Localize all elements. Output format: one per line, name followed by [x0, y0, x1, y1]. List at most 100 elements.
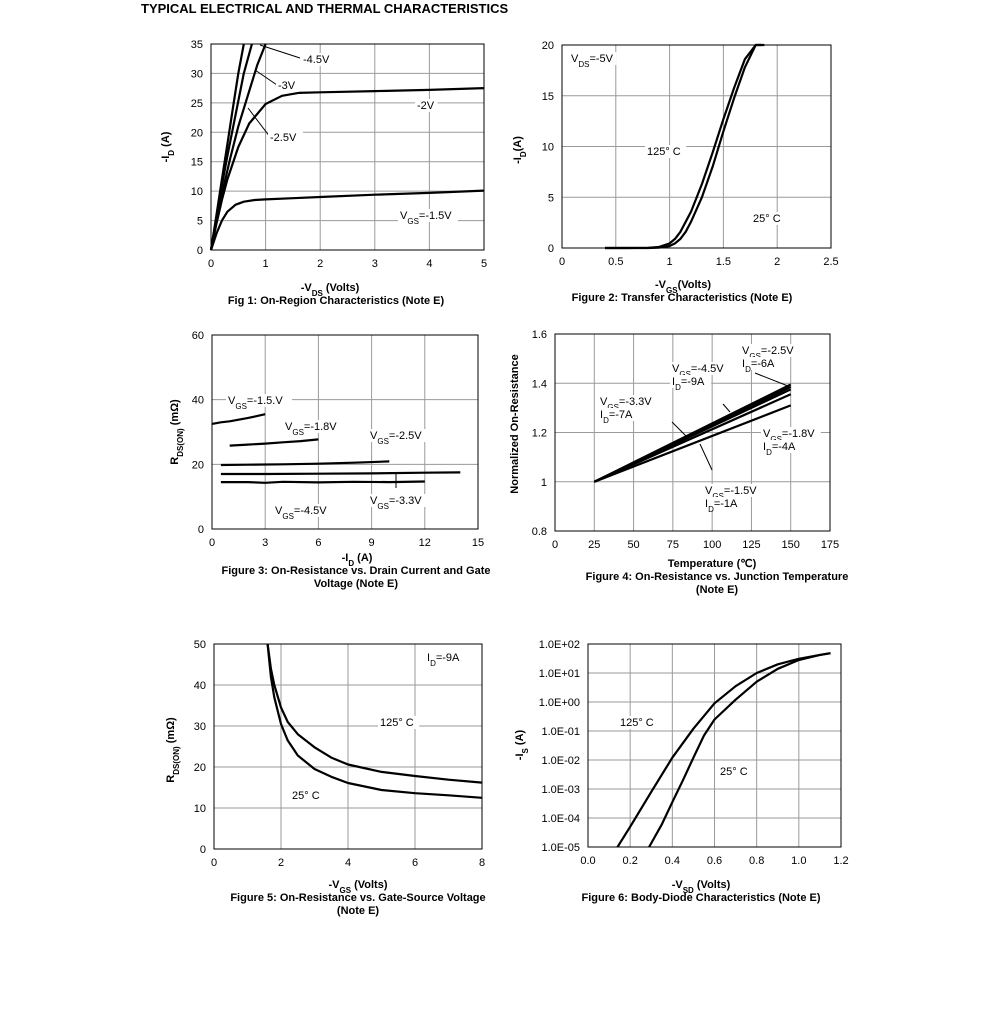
series-label: VGS=-1.8V [763, 428, 815, 444]
y-tick-label: 20 [192, 459, 204, 471]
series-label: VGS=-4.5V [672, 363, 724, 379]
series-label: VGS=-3.3V [370, 495, 422, 511]
y-tick-label: 1.0E+02 [539, 639, 580, 651]
fig3-caption: Figure 3: On-Resistance vs. Drain Curren… [221, 565, 491, 590]
series-label: ID=-1A [705, 498, 738, 514]
label-bg [751, 212, 786, 225]
series-label: -4.5V [303, 54, 330, 66]
leader-line [247, 107, 271, 138]
x-tick-label: 4 [426, 258, 432, 270]
y-tick-label: 40 [194, 680, 206, 692]
series-line-4 [220, 471, 461, 476]
x-axis-label: -VDS (Volts) [301, 282, 360, 298]
x-axis-label: -VSD (Volts) [672, 879, 731, 895]
y-tick-label: 10 [191, 186, 203, 198]
x-tick-label: 0.8 [749, 855, 764, 867]
chart-annotation: ID=-9A [427, 652, 460, 668]
y-tick-label: 5 [548, 192, 554, 204]
fig5-caption: Figure 5: On-Resistance vs. Gate-Source … [230, 892, 486, 917]
chart-1: 0 1 2 3 4 5 0 5 10 15 20 25 30 35 -4.5V -3V -2.5V -2V VGS=… [160, 39, 487, 298]
x-tick-label: 1.0 [791, 855, 806, 867]
y-tick-label: 35 [191, 39, 203, 51]
label-bg [398, 209, 458, 222]
series-label: VGS=-4.5V [275, 505, 327, 521]
y-tick-label: 1.0E-05 [541, 842, 580, 854]
label-bg [368, 494, 428, 507]
series-line-4 [593, 393, 792, 483]
x-axis-label: -ID (A) [342, 552, 373, 568]
series-line-5 [593, 404, 792, 483]
series-label: ID=-4A [763, 441, 796, 457]
label-bg [645, 145, 687, 158]
x-tick-label: 0.4 [665, 855, 680, 867]
y-tick-label: 25 [191, 98, 203, 110]
y-axis-label: Normalized On-Resistance [509, 354, 521, 493]
x-tick-label: 0 [552, 539, 558, 551]
y-tick-label: 0 [198, 524, 204, 536]
x-tick-label: 0 [208, 258, 214, 270]
series-label: 125° C [647, 146, 681, 158]
y-axis-label: RDS(ON) (mΩ) [165, 717, 181, 783]
x-tick-label: 3 [262, 537, 268, 549]
label-bg [273, 504, 333, 517]
y-tick-label: 1 [541, 477, 547, 489]
series-label: ID=-7A [600, 409, 633, 425]
label-bg [268, 131, 303, 144]
chart-annotation: VDS=-5V [571, 53, 614, 69]
y-tick-label: 1.0E-04 [541, 813, 580, 825]
x-tick-label: 4 [345, 857, 351, 869]
series-line-2 [229, 438, 319, 447]
x-tick-label: 8 [479, 857, 485, 869]
chart-4: 0 25 50 75 100 125 150 175 0.8 1 1.2 1.4 1.6 VGS=-2.5… [509, 329, 839, 570]
label-bg [368, 429, 428, 442]
y-tick-label: 1.6 [532, 329, 547, 341]
series-label: VGS=-3.3V [600, 396, 652, 412]
x-tick-label: 100 [703, 539, 721, 551]
series-label: VGS=-1.5V [705, 485, 757, 501]
y-tick-label: 30 [194, 721, 206, 733]
x-axis-label: Temperature (℃) [668, 558, 757, 570]
plot-frame [587, 643, 842, 848]
x-tick-label: 50 [627, 539, 639, 551]
x-tick-label: 175 [821, 539, 839, 551]
y-tick-label: 1.4 [532, 378, 547, 390]
plot-frame [213, 643, 483, 850]
label-bg [283, 420, 343, 433]
series-label: 25° C [753, 213, 781, 225]
label-bg [718, 765, 753, 778]
plot-frame [561, 44, 832, 249]
x-tick-label: 0.2 [623, 855, 638, 867]
label-bg [761, 427, 821, 440]
y-axis-label: RDS(ON) (mΩ) [169, 399, 185, 465]
fig6-caption: Figure 6: Body-Diode Characteristics (No… [581, 892, 821, 904]
x-tick-label: 2 [317, 258, 323, 270]
x-tick-label: 0.6 [707, 855, 722, 867]
label-bg [290, 789, 325, 802]
x-tick-label: 1.5 [716, 256, 731, 268]
y-tick-label: 0.8 [532, 526, 547, 538]
x-tick-label: 150 [782, 539, 800, 551]
label-bg [703, 497, 745, 510]
series-label: ID=-6A [742, 358, 775, 374]
leader-line [671, 421, 687, 437]
label-bg [703, 484, 763, 497]
x-tick-label: 75 [667, 539, 679, 551]
y-tick-label: 0 [197, 245, 203, 257]
series-label: -3V [278, 80, 296, 92]
y-tick-label: 1.0E-02 [541, 755, 580, 767]
y-tick-label: 20 [191, 127, 203, 139]
leader-line [259, 44, 301, 59]
series-label: VGS=-2.5V [370, 430, 422, 446]
y-tick-label: 1.0E-01 [541, 726, 580, 738]
series-line-2 [605, 43, 765, 250]
x-tick-label: 0 [211, 857, 217, 869]
x-tick-label: 0.0 [580, 855, 595, 867]
y-tick-label: 40 [192, 395, 204, 407]
label-bg [618, 716, 660, 729]
y-tick-label: 5 [197, 216, 203, 228]
x-tick-label: 0 [559, 256, 565, 268]
series-line-4 [209, 87, 485, 251]
x-axis-label: -VGS (Volts) [328, 879, 387, 895]
y-tick-label: 0 [200, 844, 206, 856]
